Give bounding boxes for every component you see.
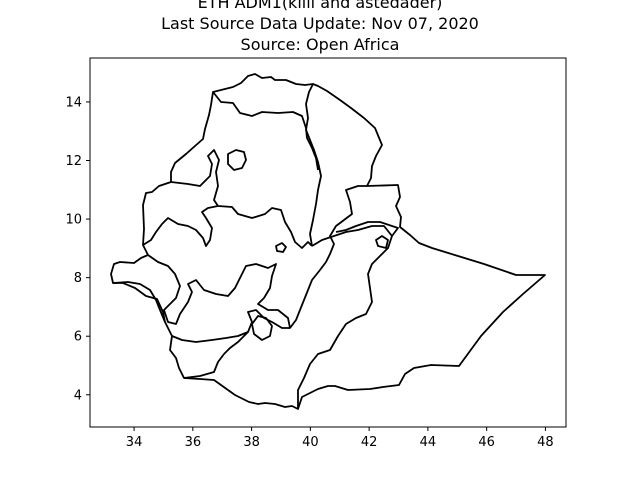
x-axis: 34 36 38 40 42 44 46 48	[126, 427, 554, 450]
sidama-outline	[251, 315, 273, 341]
x-tick-label: 42	[361, 435, 378, 450]
harari-outline	[375, 235, 389, 249]
snnpr-south-boundary	[183, 331, 249, 379]
chart-title: ETH ADM1(kilil and astedader) Last Sourc…	[0, 0, 640, 55]
snnpr-oromia-boundary	[171, 185, 367, 343]
addis-ababa-outline	[275, 242, 287, 253]
lake-tana-outline	[227, 149, 247, 171]
y-tick-label: 12	[65, 154, 82, 169]
title-line-2: Last Source Data Update: Nov 07, 2020	[161, 14, 479, 33]
x-tick-label: 44	[420, 435, 437, 450]
region-outlines	[110, 73, 546, 410]
western-oromia-boundary	[147, 254, 291, 329]
y-tick-label: 6	[74, 330, 82, 345]
x-tick-label: 38	[243, 435, 260, 450]
y-tick-label: 8	[74, 271, 82, 286]
gambela-boundary	[112, 281, 166, 323]
title-line-1: ETH ADM1(kilil and astedader)	[197, 0, 443, 12]
x-tick-label: 34	[126, 435, 143, 450]
country-outline	[110, 73, 546, 410]
plot-frame	[89, 57, 567, 428]
y-axis: 4 6 8 10 12 14	[65, 95, 90, 403]
x-tick-label: 36	[185, 435, 202, 450]
x-tick-label: 48	[537, 435, 554, 450]
tigray-boundary	[212, 91, 319, 171]
title-line-3: Source: Open Africa	[240, 35, 400, 54]
y-tick-label: 4	[74, 388, 82, 403]
benishangul-boundary	[142, 205, 219, 247]
x-tick-label: 46	[478, 435, 495, 450]
dire-dawa-boundary	[335, 221, 399, 237]
x-tick-label: 40	[302, 435, 319, 450]
oromia-somali-boundary	[297, 225, 393, 409]
y-tick-label: 14	[65, 95, 82, 110]
amhara-south-boundary	[170, 149, 313, 249]
y-tick-label: 10	[65, 213, 82, 228]
afar-amhara-boundary	[305, 83, 322, 247]
